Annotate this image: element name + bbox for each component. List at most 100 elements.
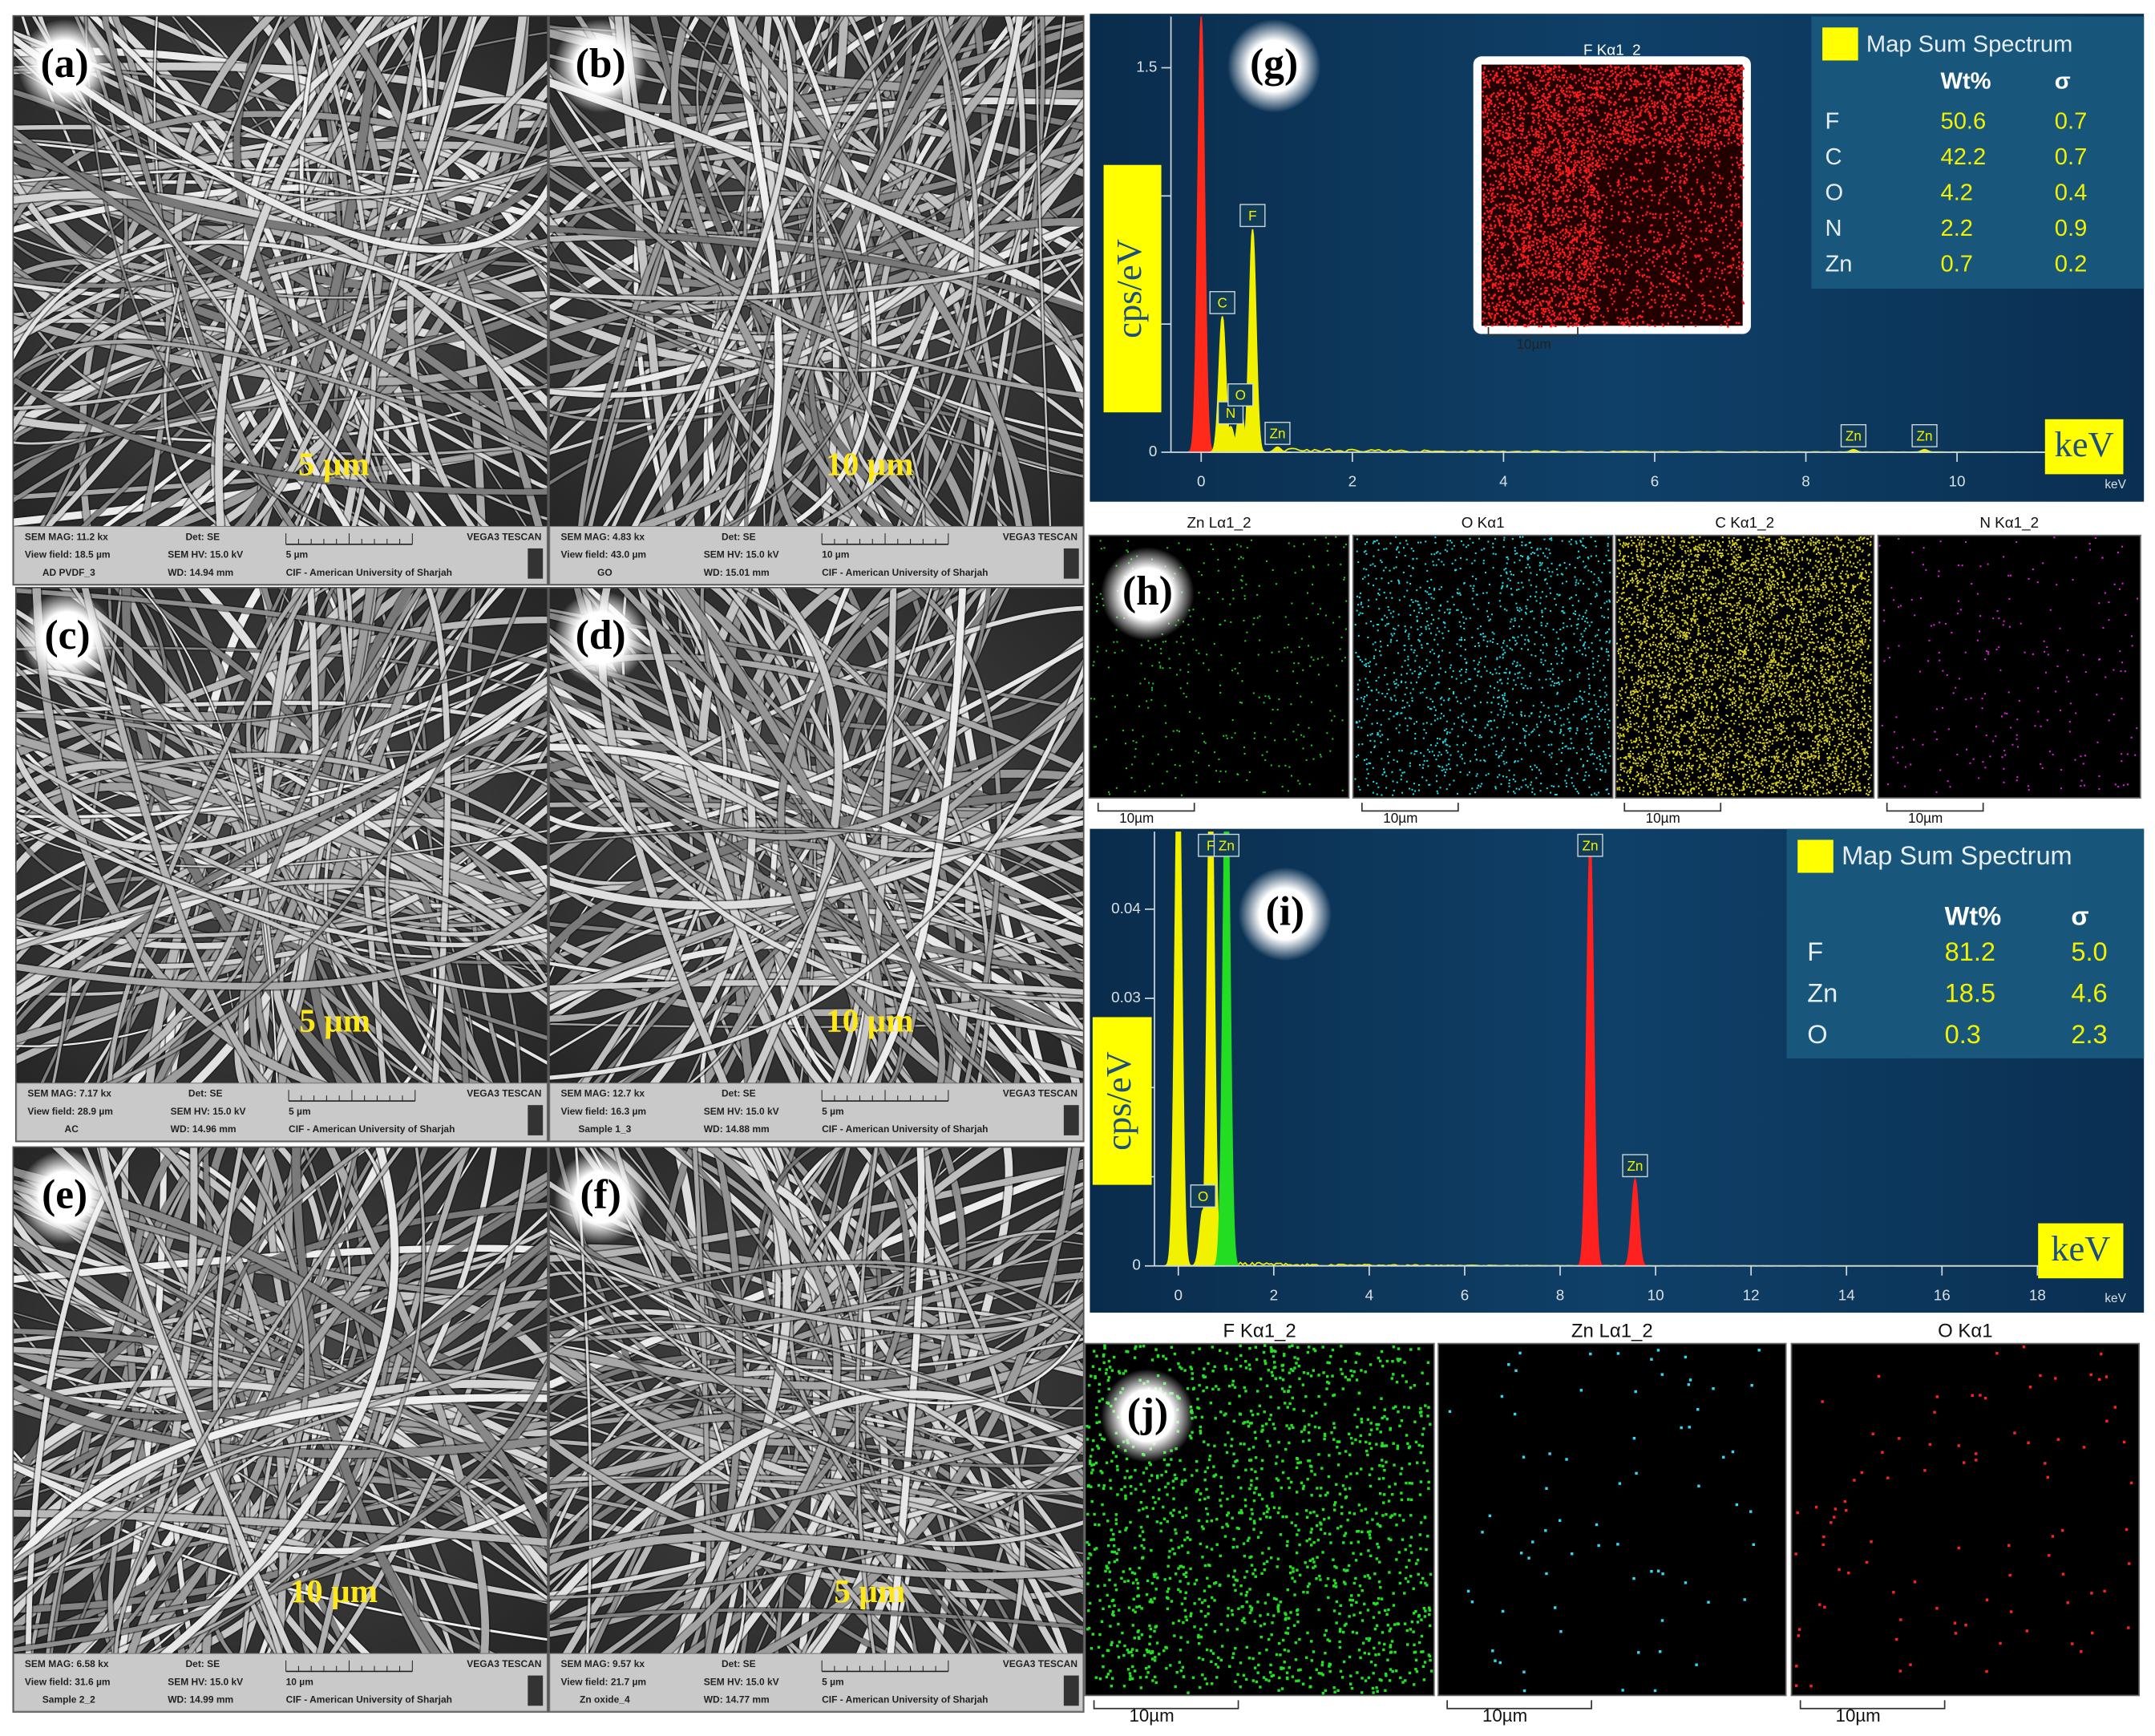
map-dot bbox=[1520, 136, 1522, 139]
map-dot bbox=[1482, 233, 1485, 236]
map-dot bbox=[1482, 241, 1484, 243]
map-dot bbox=[1555, 158, 1559, 161]
map-dot bbox=[1676, 214, 1679, 217]
map-dot bbox=[1516, 301, 1519, 304]
info-logo bbox=[528, 548, 544, 579]
map-dot bbox=[1681, 225, 1684, 228]
map-dot bbox=[1514, 164, 1517, 168]
x-tick-label: 6 bbox=[1651, 473, 1659, 490]
map-dot bbox=[1523, 207, 1526, 209]
map-dot bbox=[1496, 249, 1499, 252]
map-dot bbox=[1555, 190, 1558, 192]
map-dot bbox=[1556, 233, 1559, 235]
map-dot bbox=[1553, 149, 1555, 152]
map-dot bbox=[1667, 176, 1669, 179]
map-dot bbox=[1500, 295, 1502, 298]
map-dot bbox=[1568, 194, 1571, 197]
map-dot bbox=[1566, 146, 1569, 149]
map-dot bbox=[1714, 131, 1716, 134]
map-dot bbox=[1695, 238, 1697, 241]
map-dot bbox=[1591, 102, 1593, 104]
map-dot bbox=[1544, 131, 1547, 133]
map-dot bbox=[1661, 137, 1664, 140]
map-dot bbox=[1646, 107, 1648, 110]
map-dot bbox=[1559, 145, 1562, 148]
map-dot bbox=[1624, 269, 1627, 272]
map-dot bbox=[1489, 152, 1491, 154]
map-dot bbox=[1488, 241, 1490, 244]
map-dot bbox=[1504, 306, 1506, 309]
map-dot bbox=[1510, 219, 1513, 222]
map-dot bbox=[1700, 126, 1703, 129]
map-dot bbox=[1639, 74, 1643, 77]
map-dot bbox=[1516, 245, 1518, 248]
map-dot bbox=[1732, 281, 1736, 283]
map-dot bbox=[1548, 128, 1551, 131]
map-dot bbox=[1598, 164, 1600, 167]
map-dot bbox=[1717, 148, 1720, 150]
map-dot bbox=[1592, 255, 1595, 257]
map-dot bbox=[1565, 246, 1567, 249]
map-dot bbox=[1592, 189, 1595, 192]
map-dot bbox=[1652, 95, 1655, 97]
map-dot bbox=[1562, 188, 1564, 190]
map-dot bbox=[1488, 109, 1490, 111]
map-dot bbox=[1500, 155, 1502, 157]
map-dot bbox=[1685, 119, 1688, 122]
map-dot bbox=[1558, 179, 1560, 181]
map-dot bbox=[1686, 132, 1688, 134]
map-dot bbox=[1552, 257, 1555, 261]
map-dot bbox=[1537, 168, 1539, 170]
map-dot bbox=[1551, 130, 1554, 132]
map-dot bbox=[1612, 132, 1615, 135]
map-dot bbox=[1487, 159, 1490, 161]
map-dot bbox=[1599, 270, 1603, 273]
map-dot bbox=[1547, 106, 1550, 109]
map-dot bbox=[1539, 249, 1542, 252]
map-dot bbox=[1488, 251, 1490, 253]
map-dot bbox=[1608, 88, 1611, 91]
map-dot bbox=[1661, 71, 1664, 74]
map-dot bbox=[1529, 246, 1531, 249]
map-dot bbox=[1599, 225, 1601, 228]
map-dot bbox=[1690, 241, 1693, 243]
map-dot bbox=[1603, 163, 1606, 165]
map-dot bbox=[1731, 71, 1733, 74]
scale-label: 10 µm bbox=[826, 1002, 913, 1038]
map-dot bbox=[1566, 90, 1568, 93]
map-dot bbox=[1557, 214, 1560, 216]
map-dot bbox=[1492, 184, 1494, 187]
map-dot bbox=[1601, 119, 1604, 121]
map-dot bbox=[1497, 144, 1499, 146]
map-dot bbox=[1684, 79, 1686, 82]
map-dot bbox=[1730, 204, 1733, 208]
map-dot bbox=[1496, 151, 1499, 153]
map-dot bbox=[1518, 286, 1522, 289]
map-dot bbox=[1502, 229, 1505, 232]
map-dot bbox=[1721, 261, 1724, 265]
map-dot bbox=[1672, 271, 1675, 274]
map-dot bbox=[1711, 252, 1714, 254]
map-dot bbox=[1736, 156, 1738, 159]
map-dot bbox=[1490, 268, 1493, 270]
map-dot bbox=[1728, 308, 1731, 311]
map-dot bbox=[1527, 131, 1530, 133]
map-dot bbox=[1551, 157, 1553, 160]
map-dot bbox=[1510, 197, 1513, 200]
map-dot bbox=[1684, 92, 1687, 95]
map-dot bbox=[1668, 251, 1672, 253]
map-dot bbox=[1590, 175, 1592, 177]
map-dot bbox=[1532, 71, 1534, 74]
map-dot bbox=[1598, 231, 1600, 233]
map-dot bbox=[1720, 101, 1724, 104]
map-dot bbox=[1641, 121, 1644, 123]
map-dot bbox=[1581, 258, 1583, 261]
map-dot bbox=[1585, 121, 1587, 123]
map-dot bbox=[1507, 160, 1510, 162]
map-dot bbox=[1489, 255, 1491, 257]
map-dot bbox=[1528, 313, 1531, 315]
map-dot bbox=[1547, 180, 1549, 182]
map-dot bbox=[1490, 316, 1492, 319]
map-dot bbox=[1555, 213, 1557, 216]
map-dot bbox=[1593, 209, 1595, 212]
